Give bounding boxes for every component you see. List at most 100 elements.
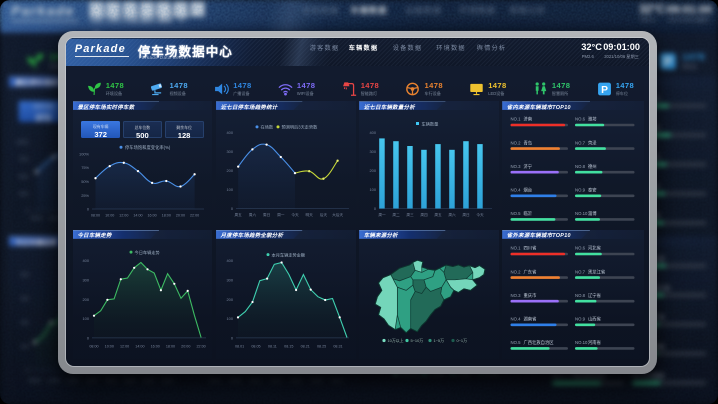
svg-text:18:00: 18:00 (162, 214, 171, 218)
svg-text:广东省: 广东省 (524, 269, 538, 276)
svg-text:本月车辆走势金额: 本月车辆走势金额 (272, 252, 306, 259)
svg-text:16:00: 16:00 (147, 214, 156, 218)
svg-text:重庆市: 重庆市 (524, 292, 538, 299)
svg-text:NO.3: NO.3 (511, 293, 522, 298)
svg-text:08.11: 08.11 (268, 345, 277, 349)
svg-text:25%: 25% (81, 193, 89, 198)
svg-text:NO.4: NO.4 (511, 317, 522, 322)
svg-text:NO.2: NO.2 (511, 270, 522, 275)
svg-text:NO.6: NO.6 (575, 246, 586, 251)
svg-text:NO.1: NO.1 (511, 117, 522, 122)
svg-text:济宁: 济宁 (524, 163, 533, 170)
svg-text:18:00: 18:00 (166, 345, 175, 349)
svg-text:20:00: 20:00 (181, 345, 190, 349)
svg-text:广西壮族自治区: 广西壮族自治区 (524, 339, 555, 346)
svg-text:75%: 75% (81, 166, 89, 171)
svg-text:5~10万: 5~10万 (411, 338, 424, 343)
svg-text:08.25: 08.25 (317, 345, 326, 349)
svg-text:停车场饱和度变化率(%): 停车场饱和度变化率(%) (125, 144, 171, 151)
svg-text:10:00: 10:00 (105, 214, 114, 218)
svg-text:车辆数量: 车辆数量 (422, 121, 439, 128)
svg-text:德州: 德州 (588, 163, 597, 170)
svg-text:0: 0 (231, 336, 234, 341)
svg-text:淄博: 淄博 (588, 211, 597, 218)
svg-text:明天: 明天 (306, 212, 314, 217)
svg-text:周六: 周六 (249, 212, 257, 217)
svg-text:08.01: 08.01 (235, 345, 244, 349)
svg-text:周五: 周五 (435, 212, 443, 217)
svg-text:10万以上: 10万以上 (388, 338, 404, 343)
svg-text:NO.2: NO.2 (511, 141, 522, 146)
svg-text:NO.10: NO.10 (575, 212, 588, 217)
svg-text:后天: 后天 (320, 212, 328, 217)
svg-text:周日: 周日 (263, 212, 271, 217)
svg-text:0: 0 (87, 336, 90, 341)
svg-text:湖南省: 湖南省 (524, 316, 538, 323)
svg-text:NO.1: NO.1 (511, 246, 522, 251)
svg-text:NO.7: NO.7 (575, 270, 586, 275)
svg-text:1~5万: 1~5万 (434, 338, 445, 343)
svg-text:08.05: 08.05 (251, 345, 260, 349)
svg-text:菏泽: 菏泽 (588, 140, 597, 147)
svg-text:200: 200 (370, 169, 377, 174)
svg-text:300: 300 (82, 278, 89, 283)
svg-text:0~1万: 0~1万 (457, 338, 468, 343)
svg-text:100%: 100% (79, 152, 89, 157)
svg-text:22:00: 22:00 (196, 345, 205, 349)
svg-text:周六: 周六 (449, 212, 457, 217)
svg-text:NO.9: NO.9 (575, 317, 586, 322)
svg-text:100: 100 (227, 316, 234, 321)
svg-text:山西省: 山西省 (588, 316, 602, 323)
svg-text:青岛: 青岛 (524, 140, 533, 147)
svg-text:周一: 周一 (277, 212, 285, 217)
svg-text:16:00: 16:00 (151, 345, 160, 349)
svg-text:400: 400 (82, 258, 89, 263)
svg-text:0: 0 (374, 206, 377, 211)
svg-text:08.15: 08.15 (284, 345, 293, 349)
svg-text:300: 300 (227, 150, 234, 155)
svg-text:河北省: 河北省 (588, 245, 602, 252)
svg-text:400: 400 (227, 131, 234, 136)
svg-text:10:00: 10:00 (105, 345, 114, 349)
svg-text:08:00: 08:00 (91, 214, 100, 218)
svg-text:周日: 周日 (463, 212, 471, 217)
svg-text:400: 400 (370, 131, 377, 136)
svg-text:200: 200 (82, 297, 89, 302)
svg-text:NO.9: NO.9 (575, 188, 586, 193)
svg-text:河南省: 河南省 (588, 339, 602, 346)
svg-text:20:00: 20:00 (176, 214, 185, 218)
svg-text:08.21: 08.21 (301, 345, 310, 349)
svg-text:08.31: 08.31 (333, 345, 342, 349)
svg-text:在场数: 在场数 (261, 124, 274, 131)
svg-text:周五: 周五 (235, 212, 243, 217)
svg-text:烟台: 烟台 (524, 187, 533, 194)
svg-text:400: 400 (227, 258, 234, 263)
svg-text:大后天: 大后天 (332, 212, 343, 217)
svg-text:P: P (601, 85, 608, 96)
svg-text:300: 300 (227, 278, 234, 283)
svg-text:200: 200 (227, 297, 234, 302)
svg-text:周一: 周一 (379, 212, 387, 217)
svg-text:200: 200 (227, 169, 234, 174)
svg-text:NO.7: NO.7 (575, 141, 586, 146)
svg-text:08:00: 08:00 (89, 345, 98, 349)
svg-text:22:00: 22:00 (190, 214, 199, 218)
svg-text:今日车辆走势: 今日车辆走势 (134, 249, 160, 256)
svg-text:周三: 周三 (407, 212, 415, 217)
svg-text:100: 100 (82, 316, 89, 321)
svg-text:0: 0 (231, 206, 234, 211)
svg-text:0: 0 (87, 207, 90, 212)
svg-text:12:00: 12:00 (120, 345, 129, 349)
svg-text:100: 100 (370, 187, 377, 192)
svg-text:临沂: 临沂 (524, 211, 533, 218)
svg-text:黑龙江省: 黑龙江省 (588, 269, 606, 276)
svg-text:300: 300 (370, 150, 377, 155)
svg-text:辽宁省: 辽宁省 (588, 292, 602, 299)
svg-text:泰安: 泰安 (588, 187, 597, 194)
svg-text:济南: 济南 (524, 116, 533, 123)
svg-text:14:00: 14:00 (135, 345, 144, 349)
svg-text:今天: 今天 (477, 212, 485, 217)
svg-text:50%: 50% (81, 179, 89, 184)
svg-text:今天: 今天 (291, 212, 299, 217)
svg-text:NO.10: NO.10 (575, 340, 588, 345)
